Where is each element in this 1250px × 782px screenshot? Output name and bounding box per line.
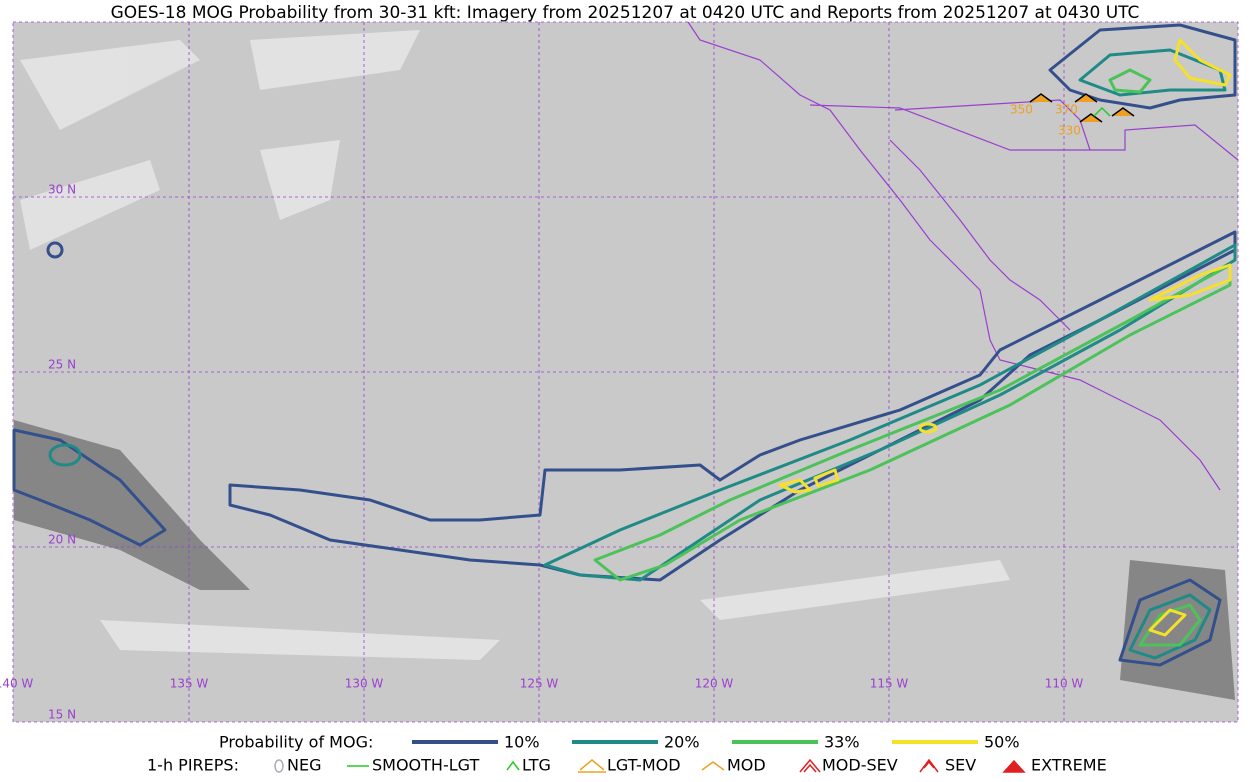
map: 350 370 330 30 N 25 N 20 N 15 N 140 W 13… xyxy=(0,21,1239,723)
legend-label: 20% xyxy=(664,733,700,752)
report-label: 330 xyxy=(1058,124,1081,138)
contours xyxy=(12,23,1237,667)
legend-label: MOD xyxy=(727,756,766,775)
title: GOES-18 MOG Probability from 30-31 kft: … xyxy=(111,3,1140,23)
icon-extreme xyxy=(1002,759,1026,773)
lon-label: 120 W xyxy=(695,677,734,691)
lat-label: 20 N xyxy=(48,533,76,547)
lat-label: 30 N xyxy=(48,183,76,197)
pirep-marker xyxy=(1029,93,1053,103)
pirep-symbols xyxy=(1029,93,1135,123)
legend-label: SEV xyxy=(945,756,976,775)
legend-label: SMOOTH-LGT xyxy=(372,756,479,775)
pirep-marker xyxy=(1093,106,1111,117)
legend-label: NEG xyxy=(287,756,321,775)
icon-sev xyxy=(919,758,939,773)
report-label: 350 xyxy=(1010,103,1033,117)
lon-label: 135 W xyxy=(170,677,209,691)
lon-label: 115 W xyxy=(870,677,909,691)
legend-label: 10% xyxy=(504,733,540,752)
legend-label: LGT-MOD xyxy=(607,756,681,775)
legend-title: 1-h PIREPS: xyxy=(147,756,239,775)
icon-lgt-mod xyxy=(578,759,606,773)
legend-label: 33% xyxy=(824,733,860,752)
map-frame xyxy=(12,21,1239,723)
legend-label: EXTREME xyxy=(1031,756,1107,775)
contour-33 xyxy=(593,68,1232,647)
lat-label: 15 N xyxy=(48,708,76,722)
coastlines xyxy=(687,21,1239,491)
icon-mod-sev xyxy=(799,758,821,773)
lon-label: 140 W xyxy=(0,677,33,691)
pirep-marker xyxy=(1079,113,1103,123)
legend: Probability of MOG: 1-h PIREPS: 10% 20% 33… xyxy=(147,733,1107,775)
contour-50 xyxy=(778,38,1232,637)
lon-label: 130 W xyxy=(345,677,384,691)
pirep-marker xyxy=(1111,107,1135,117)
icon-mod xyxy=(701,761,725,771)
lon-label: 125 W xyxy=(520,677,559,691)
legend-label: 50% xyxy=(984,733,1020,752)
icon-ltg xyxy=(506,760,520,771)
report-label: 370 xyxy=(1055,103,1078,117)
icon-neg xyxy=(274,759,284,773)
legend-title: Probability of MOG: xyxy=(219,733,373,752)
pirep-marker xyxy=(1074,93,1098,103)
lon-label: 110 W xyxy=(1045,677,1084,691)
legend-label: MOD-SEV xyxy=(822,756,898,775)
legend-label: LTG xyxy=(522,756,551,775)
clouds xyxy=(20,30,1010,660)
contour-10 xyxy=(12,23,1237,667)
pirep-icons xyxy=(274,758,1026,773)
lat-label: 25 N xyxy=(48,358,76,372)
